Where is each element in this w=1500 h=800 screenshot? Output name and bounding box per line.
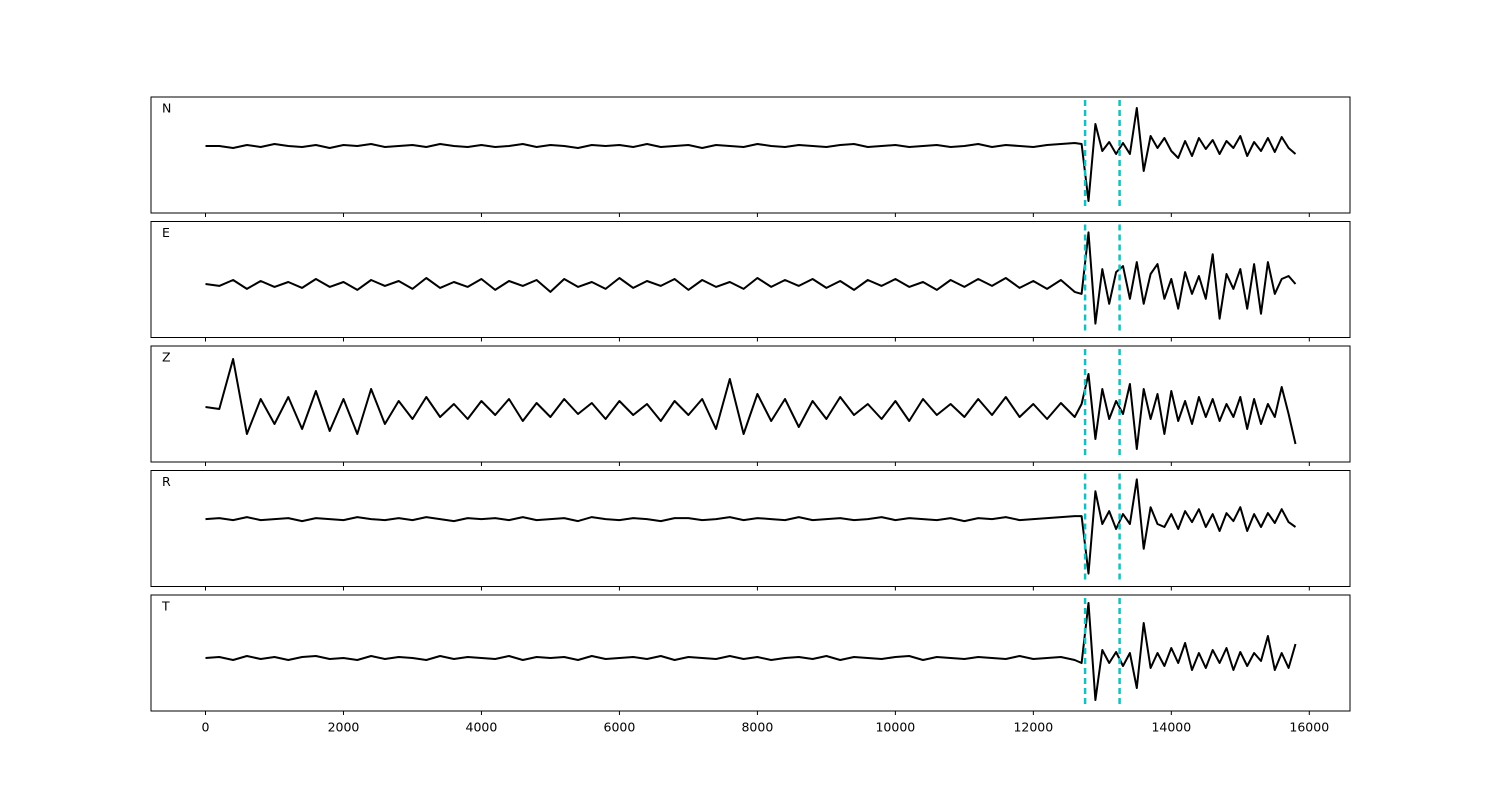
panel-label: T xyxy=(161,599,170,614)
trace xyxy=(205,358,1297,450)
panel-label: Z xyxy=(162,350,171,365)
x-tick-label: 6000 xyxy=(604,720,636,735)
panel-frame xyxy=(150,221,1351,338)
trace xyxy=(205,478,1297,575)
panel-label: N xyxy=(162,101,171,116)
x-tick-label: 10000 xyxy=(875,720,915,735)
panel-frame xyxy=(150,96,1351,214)
x-tick-label: 16000 xyxy=(1289,720,1329,735)
panel-frame xyxy=(150,345,1351,463)
x-tick-label: 8000 xyxy=(741,720,773,735)
x-tick-label: 12000 xyxy=(1013,720,1053,735)
x-tick-label: 0 xyxy=(202,720,210,735)
panel-frame xyxy=(150,470,1351,587)
x-tick-label: 14000 xyxy=(1151,720,1191,735)
trace xyxy=(205,231,1297,325)
panel-label: E xyxy=(162,225,170,240)
x-tick-label: 4000 xyxy=(466,720,498,735)
panel-label: R xyxy=(162,474,171,489)
trace xyxy=(205,602,1297,701)
trace xyxy=(205,107,1297,202)
x-tick-label: 2000 xyxy=(328,720,360,735)
panel-frame xyxy=(150,594,1351,712)
